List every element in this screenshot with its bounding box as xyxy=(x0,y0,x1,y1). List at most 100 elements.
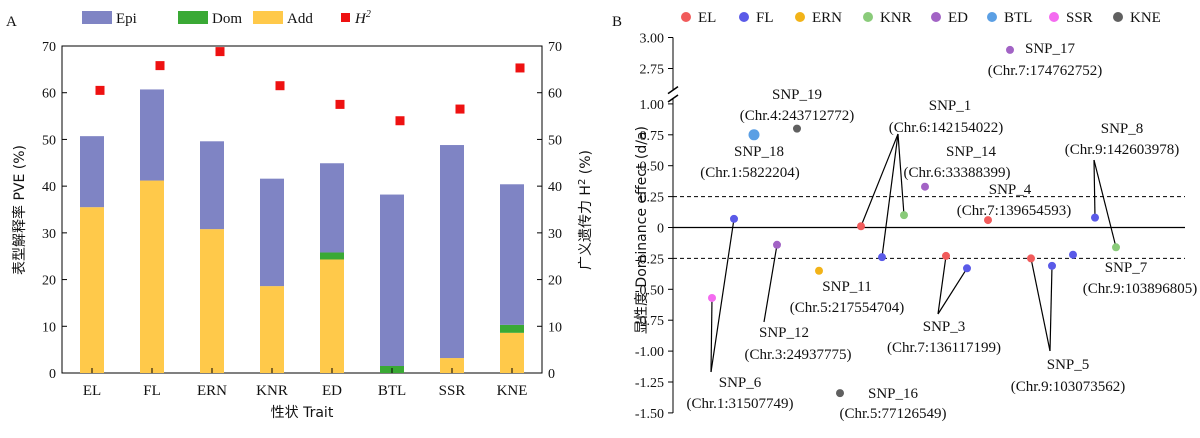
legend-marker-ed xyxy=(931,12,941,22)
legend-swatch-add xyxy=(253,11,283,24)
annotation-position-label: (Chr.9:142603978) xyxy=(1065,142,1180,158)
annotation-snp-label: SNP_19 xyxy=(772,87,822,103)
h2-marker-knr xyxy=(275,81,285,91)
point-el xyxy=(1027,254,1035,263)
point-knr xyxy=(900,211,908,220)
y-tick-label: 10 xyxy=(42,320,56,335)
bar-add-ssr xyxy=(440,358,464,373)
panel-b-reference-lines xyxy=(673,196,1185,259)
legend-marker-el xyxy=(681,12,691,22)
annotation-position-label: (Chr.4:243712772) xyxy=(740,108,855,124)
bar-epi-btl xyxy=(380,194,404,366)
point-ed xyxy=(1006,45,1014,54)
annotation-position-label: (Chr.1:5822204) xyxy=(700,165,800,181)
bar-add-ed xyxy=(320,259,344,373)
leader-line xyxy=(1093,159,1096,218)
point-fl xyxy=(1069,250,1077,259)
annotation-position-label: (Chr.6:33388399) xyxy=(903,165,1010,181)
point-knr xyxy=(1112,243,1120,252)
panel-a-label: A xyxy=(6,14,17,30)
point-btl xyxy=(748,129,760,141)
bar-add-fl xyxy=(140,180,164,373)
annotation-snp-label: SNP_12 xyxy=(759,325,809,341)
annotation-position-label: (Chr.9:103896805) xyxy=(1083,281,1198,297)
point-fl xyxy=(1091,213,1099,222)
bar-epi-knr xyxy=(260,178,284,287)
legend-label-h2: H2 xyxy=(354,9,371,27)
x-tick-label: FL xyxy=(143,383,161,399)
leader-line xyxy=(710,218,735,373)
panel-a-h2-markers xyxy=(95,47,525,126)
legend-label-add: Add xyxy=(287,11,313,27)
y-tick-label: 60 xyxy=(42,87,56,102)
bar-add-el xyxy=(80,207,104,373)
annotation-snp-label: SNP_8 xyxy=(1101,121,1144,137)
legend-swatch-dom xyxy=(178,11,208,24)
bar-dom-kne xyxy=(500,324,524,333)
leader-line xyxy=(1049,265,1053,352)
bar-add-kne xyxy=(500,332,524,373)
panel-a-y-ticks: 0 10 20 30 40 50 60 70 xyxy=(42,40,67,382)
panel-b-y-axis-label: 显性度 Dominance effect (d/a) xyxy=(634,126,650,334)
x-tick-label: KNE xyxy=(497,383,528,399)
annotation-position-label: (Chr.5:77126549) xyxy=(839,406,946,422)
y2-tick-label: 40 xyxy=(548,180,562,195)
leader-line xyxy=(881,133,899,258)
panel-a-legend: Epi Dom Add H2 xyxy=(82,9,371,27)
legend-label-knr: KNR xyxy=(880,10,912,26)
y-tick-label: -1.25 xyxy=(635,376,664,391)
y-tick-label: 2.75 xyxy=(640,63,665,78)
y-tick-label: 0 xyxy=(657,222,664,237)
legend-swatch-h2 xyxy=(341,13,350,22)
panel-b-y-axis: -1.50 -1.25 -1.00 -0.75 -0.50 -0.25 0 0.25 0.50 0… xyxy=(635,32,679,422)
y-tick-label: 20 xyxy=(42,274,56,289)
point-fl xyxy=(963,264,971,273)
y-tick-label: 30 xyxy=(42,227,56,242)
bar-epi-ern xyxy=(200,141,224,230)
h2-marker-btl xyxy=(395,116,405,126)
panel-b-points xyxy=(708,45,1120,398)
legend-marker-kne xyxy=(1113,12,1123,22)
legend-label-ed: ED xyxy=(948,10,968,26)
y2-tick-label: 20 xyxy=(548,274,562,289)
y2-tick-label: 30 xyxy=(548,227,562,242)
legend-marker-knr xyxy=(863,12,873,22)
y-tick-label: -1.00 xyxy=(635,345,664,360)
leader-line xyxy=(897,133,905,216)
y2-tick-label: 0 xyxy=(548,367,555,382)
panel-a-y2-ticks: 0 10 20 30 40 50 60 70 xyxy=(537,40,562,382)
y-tick-label: -0.50 xyxy=(635,283,664,298)
y-tick-label: 0 xyxy=(49,367,56,382)
h2-marker-kne xyxy=(515,63,525,73)
h2-marker-fl xyxy=(155,61,165,71)
y-tick-label: 1.00 xyxy=(640,98,665,113)
axis-break-mark-bottom xyxy=(667,94,679,103)
panel-a-x-ticks: EL FL ERN KNR ED BTL SSR KNE xyxy=(83,368,528,399)
h2-marker-ed xyxy=(335,99,345,109)
y2-tick-label: 60 xyxy=(548,87,562,102)
leader-line xyxy=(937,255,947,315)
legend-label-kne: KNE xyxy=(1130,10,1161,26)
y-tick-label: 0.50 xyxy=(640,160,665,175)
panel-b-annotations: SNP_18 (Chr.1:5822204) SNP_19 (Chr.4:243712… xyxy=(686,41,1197,422)
point-fl xyxy=(730,214,738,223)
legend-label-ern: ERN xyxy=(812,10,842,26)
x-tick-label: EL xyxy=(83,383,101,399)
point-kne xyxy=(836,389,844,398)
point-el xyxy=(942,251,950,260)
y-tick-label: 70 xyxy=(42,40,56,55)
point-ed xyxy=(921,182,929,191)
x-tick-label: BTL xyxy=(378,383,406,399)
point-fl xyxy=(1048,261,1056,270)
bar-epi-ed xyxy=(320,163,344,253)
legend-label-fl: FL xyxy=(756,10,774,26)
y-tick-label: 0.25 xyxy=(640,191,665,206)
legend-h2-sup: 2 xyxy=(366,9,371,20)
legend-h2-base: H xyxy=(354,11,367,27)
panel-b-leader-lines xyxy=(710,133,1117,373)
panel-a-y-axis-label: 表型解释率 PVE (%) xyxy=(11,145,28,275)
annotation-snp-label: SNP_6 xyxy=(719,375,762,391)
h2-marker-ern xyxy=(215,47,225,57)
x-tick-label: ERN xyxy=(197,383,227,399)
y-tick-label: -0.75 xyxy=(635,314,664,329)
